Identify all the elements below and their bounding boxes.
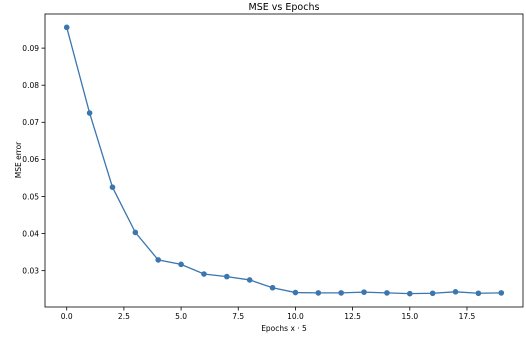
data-point bbox=[384, 290, 390, 296]
data-point bbox=[63, 24, 70, 31]
x-tick-label: 17.5 bbox=[459, 312, 476, 321]
data-point bbox=[201, 271, 207, 277]
data-point bbox=[224, 273, 230, 280]
x-tick-label: 7.5 bbox=[232, 312, 244, 321]
y-tick-label: 0.08 bbox=[22, 81, 39, 90]
x-tick-label: 2.5 bbox=[118, 312, 130, 321]
y-tick-label: 0.07 bbox=[22, 118, 39, 127]
data-point bbox=[269, 284, 276, 291]
data-point bbox=[132, 229, 139, 236]
data-point bbox=[475, 290, 482, 297]
data-point bbox=[452, 288, 459, 295]
x-tick-label: 15.0 bbox=[401, 312, 418, 321]
data-point bbox=[429, 290, 436, 297]
data-point bbox=[109, 184, 116, 191]
data-points bbox=[63, 24, 505, 297]
data-point bbox=[292, 289, 299, 296]
y-tick-label: 0.03 bbox=[22, 266, 39, 275]
y-tick-label: 0.09 bbox=[22, 44, 39, 53]
data-point bbox=[406, 290, 413, 297]
data-point bbox=[361, 289, 367, 295]
plot-frame bbox=[44, 13, 524, 308]
data-point bbox=[155, 257, 162, 263]
y-tick-label: 0.05 bbox=[22, 192, 39, 201]
series-line bbox=[66, 27, 502, 295]
data-point bbox=[86, 110, 93, 116]
x-tick-label: 5.0 bbox=[175, 312, 187, 321]
chart-title: MSE vs Epochs bbox=[249, 2, 320, 13]
y-tick-label: 0.04 bbox=[22, 229, 39, 238]
y-axis-label: MSE error bbox=[14, 141, 23, 178]
data-point bbox=[315, 290, 322, 296]
data-point bbox=[178, 261, 184, 268]
data-point bbox=[498, 290, 505, 296]
x-tick-label: 12.5 bbox=[344, 312, 361, 321]
data-point bbox=[246, 277, 253, 283]
x-axis: 0.0 2.5 5.0 7.5 10.0 12.5 15.0 17.5 bbox=[61, 307, 476, 321]
y-axis: 0.03 0.04 0.05 0.06 0.07 0.08 0.09 bbox=[22, 44, 45, 275]
x-tick-label: 10.0 bbox=[287, 312, 304, 321]
x-axis-label: Epochs x · 5 bbox=[261, 324, 307, 333]
x-tick-label: 0.0 bbox=[61, 312, 73, 321]
data-point bbox=[338, 290, 344, 296]
y-tick-label: 0.06 bbox=[22, 155, 39, 164]
